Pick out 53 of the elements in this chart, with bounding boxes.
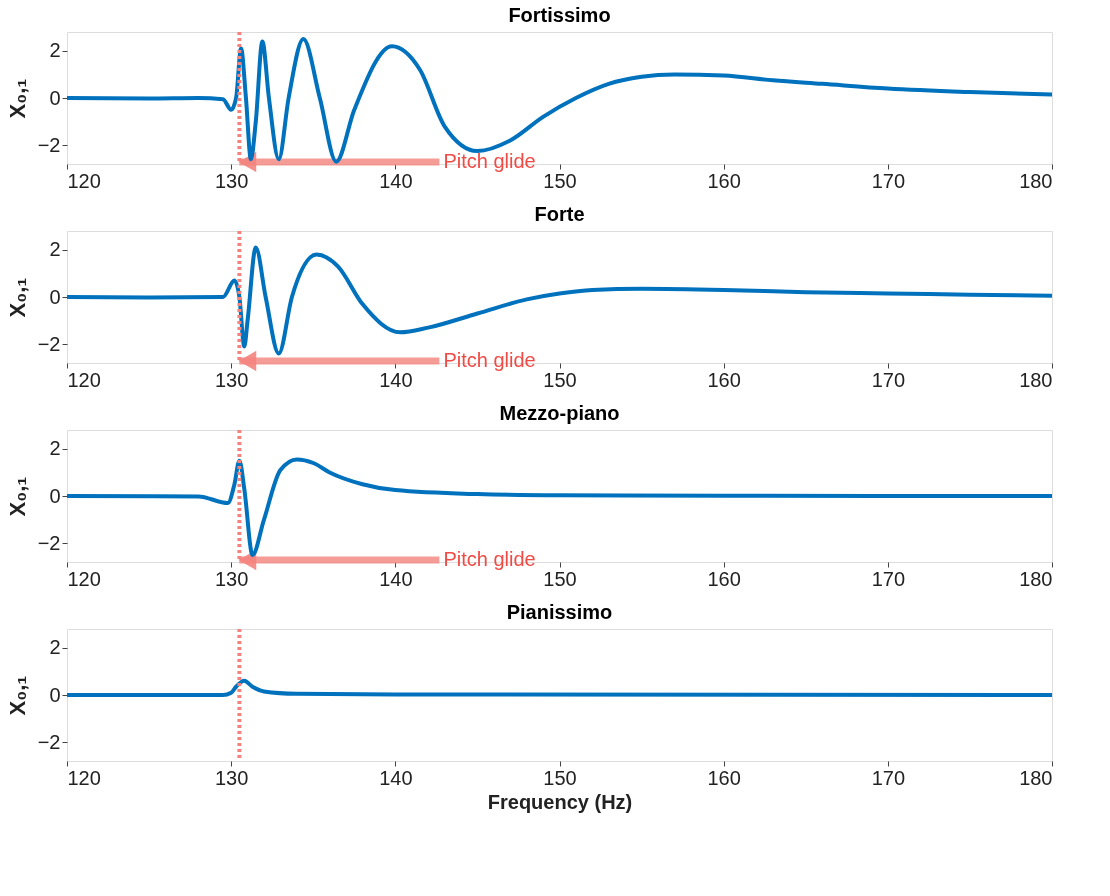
x-tick-label: 170 xyxy=(871,567,906,590)
x-tick-label: 140 xyxy=(379,766,413,789)
y-tick-label: 0 xyxy=(49,86,61,109)
y-tick-label: 0 xyxy=(49,683,61,706)
y-tick-label: 2 xyxy=(49,238,61,261)
chart-title: Fortissimo xyxy=(508,4,611,26)
x-tick-label: 120 xyxy=(67,368,101,391)
x-tick-label: 180 xyxy=(1019,368,1053,391)
x-tick-label: 180 xyxy=(1019,766,1053,789)
x-axis-title: Frequency (Hz) xyxy=(487,790,633,813)
y-tick-label: 2 xyxy=(49,39,61,62)
y-tick-label: 2 xyxy=(49,636,61,659)
x-tick-label: 160 xyxy=(707,766,741,789)
x-tick-label: 170 xyxy=(871,169,906,192)
y-tick-label: 0 xyxy=(49,285,61,308)
y-axis-title: X₀,₁ xyxy=(4,78,30,119)
x-tick-label: 120 xyxy=(67,169,101,192)
x-tick-label: 150 xyxy=(543,169,577,192)
y-axis-title: X₀,₁ xyxy=(4,476,30,517)
line-series xyxy=(67,678,1052,697)
x-tick-label: 160 xyxy=(707,567,741,590)
annotation: Pitch glide xyxy=(443,150,536,172)
x-tick-label: 180 xyxy=(1019,567,1053,590)
y-tick-label: −2 xyxy=(37,531,61,554)
y-tick-label: −2 xyxy=(37,332,61,355)
x-tick-label: 170 xyxy=(871,368,906,391)
x-tick-label: 150 xyxy=(543,766,577,789)
y-axis-title: X₀,₁ xyxy=(4,675,30,716)
x-tick-label: 120 xyxy=(67,766,101,789)
x-tick-label: 140 xyxy=(379,169,413,192)
x-tick-label: 130 xyxy=(214,766,249,789)
y-tick-label: −2 xyxy=(37,730,61,753)
annotation: Pitch glide xyxy=(443,548,536,570)
chart-title: Forte xyxy=(534,203,585,225)
x-tick-label: 160 xyxy=(707,368,741,391)
chart-title: Mezzo-piano xyxy=(499,402,620,424)
x-tick-label: 120 xyxy=(67,567,101,590)
annotation: Pitch glide xyxy=(443,349,536,371)
y-axis-title: X₀,₁ xyxy=(4,277,30,318)
x-tick-label: 140 xyxy=(379,567,413,590)
y-tick-label: 0 xyxy=(49,484,61,507)
x-tick-label: 130 xyxy=(214,169,249,192)
x-tick-label: 160 xyxy=(707,169,741,192)
x-tick-label: 180 xyxy=(1019,169,1053,192)
y-tick-label: −2 xyxy=(37,133,61,156)
x-tick-label: 150 xyxy=(543,567,577,590)
chart-title: Pianissimo xyxy=(506,601,613,623)
x-tick-label: 130 xyxy=(214,567,249,590)
x-tick-label: 170 xyxy=(871,766,906,789)
x-tick-label: 150 xyxy=(543,368,577,391)
y-tick-label: 2 xyxy=(49,437,61,460)
x-tick-label: 130 xyxy=(214,368,249,391)
x-tick-label: 140 xyxy=(379,368,413,391)
